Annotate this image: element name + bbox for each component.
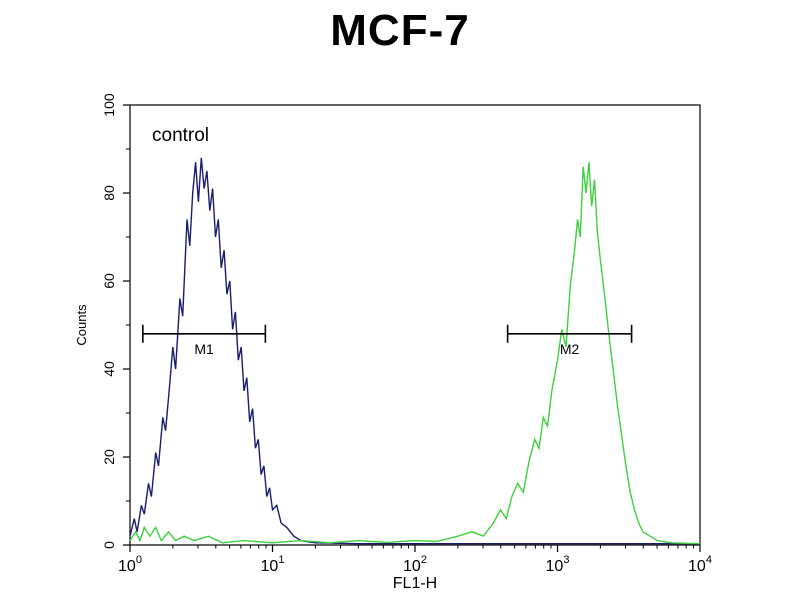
x-tick-label: 103 [546,554,570,575]
y-tick-label: 20 [101,449,117,465]
x-tick-label: 101 [261,554,285,575]
y-axis-title: Counts [74,304,89,346]
y-tick-label: 40 [101,361,117,377]
x-axis-title: FL1-H [393,575,437,592]
control-label: control [152,125,209,146]
marker-label-M2: M2 [560,341,580,357]
y-tick-label: 80 [101,185,117,201]
plot-frame [129,104,701,546]
curve-green [129,162,701,545]
page-title: MCF-7 [330,6,470,55]
y-tick-label: 100 [101,93,117,117]
x-tick-label: 100 [118,554,142,575]
y-tick-label: 0 [101,541,117,549]
x-tick-label: 104 [688,554,712,575]
x-tick-label: 102 [403,554,427,575]
curve-control [129,157,700,545]
marker-label-M1: M1 [194,341,214,357]
y-tick-label: 60 [101,273,117,289]
